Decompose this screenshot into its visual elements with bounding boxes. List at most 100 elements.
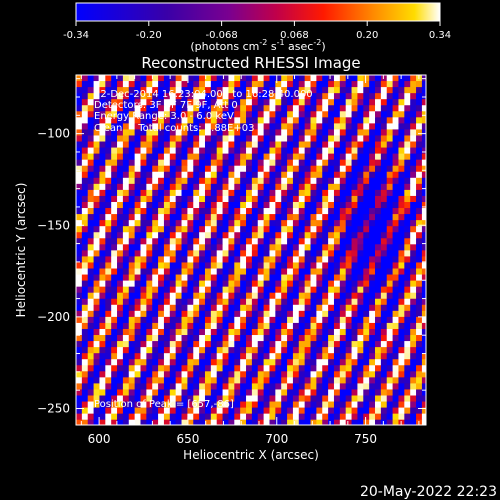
heatmap-cell [223,426,229,432]
heatmap-cell [380,165,388,173]
heatmap-cell [181,117,188,124]
heatmap-cell [76,226,83,233]
heatmap-cell [310,214,317,221]
heatmap-cell [345,250,352,257]
heatmap-cell [263,407,270,415]
heatmap-cell [392,371,399,378]
heatmap-cell [263,401,270,408]
heatmap-cell [398,81,405,88]
heatmap-cell [187,244,194,251]
heatmap-cell [333,238,341,245]
heatmap-cell [339,105,347,112]
colorbar-tick-label: -0.20 [136,30,162,41]
heatmap-cell [292,328,300,336]
heatmap-cell [240,365,247,372]
heatmap-cell [257,220,265,227]
heatmap-cell [416,165,423,173]
heatmap-cell [328,268,335,275]
heatmap-cell [363,371,370,378]
heatmap-cell [263,268,270,275]
heatmap-cell [416,280,423,288]
heatmap-cell [392,141,399,148]
heatmap-cell [76,335,83,342]
heatmap-cell [257,413,265,421]
heatmap-cell [210,171,218,179]
heatmap-cell [404,195,411,203]
heatmap-cell [158,195,165,203]
heatmap-cell [333,256,341,263]
heatmap-cell [169,201,177,209]
heatmap-cell [328,117,335,124]
heatmap-cell [204,347,212,354]
heatmap-cell [345,183,352,191]
heatmap-cell [240,214,247,221]
heatmap-cell [363,189,370,197]
heatmap-cell [246,99,253,106]
heatmap-cell [339,304,347,312]
heatmap-cell [410,274,417,281]
heatmap-cell [140,286,147,294]
heatmap-cell [322,419,329,425]
heatmap-cell [240,401,247,408]
heatmap-cell [111,117,118,124]
heatmap-cell [357,214,364,221]
heatmap-cell [99,153,106,161]
heatmap-cell [146,401,153,408]
heatmap-cell [93,171,100,179]
heatmap-cell [228,407,235,415]
heatmap-cell [416,316,423,324]
heatmap-cell [128,183,136,191]
heatmap-cell [263,123,270,130]
heatmap-cell [81,298,89,306]
heatmap-cell [386,99,393,106]
heatmap-cell [421,250,426,257]
heatmap-cell [328,250,335,257]
heatmap-cell [222,353,229,360]
heatmap-cell [81,407,89,415]
heatmap-cell [240,274,247,281]
heatmap-cell [222,99,229,106]
heatmap-cell [375,304,382,312]
heatmap-cell [128,395,136,402]
heatmap-cell [228,226,235,233]
heatmap-cell [398,135,405,142]
heatmap-cell [216,87,223,94]
heatmap-cell [93,153,100,161]
heatmap-cell [158,189,165,197]
heatmap-cell [122,335,130,342]
heatmap-cell [193,129,200,136]
heatmap-cell [328,189,335,197]
heatmap-cell [93,316,100,324]
heatmap-cell [222,165,229,173]
heatmap-cell [117,135,124,142]
heatmap-cell [87,419,94,425]
heatmap-cell [386,232,393,239]
heatmap-cell [99,395,106,402]
heatmap-cell [76,195,83,203]
heatmap-cell [240,413,247,421]
heatmap-cell [204,99,212,106]
heatmap-cell [234,183,241,191]
heatmap-cell [187,286,194,294]
heatmap-cell [251,377,259,384]
heatmap-cell [345,238,352,245]
heatmap-cell [275,304,282,312]
heatmap-cell [304,123,311,130]
heatmap-cell [339,280,347,288]
heatmap-cell [380,141,388,148]
heatmap-cell [204,141,212,148]
heatmap-cell [87,232,94,239]
heatmap-cell [122,316,130,324]
heatmap-cell [363,383,370,390]
heatmap-cell [117,316,124,324]
heatmap-cell [416,377,423,384]
heatmap-cell [240,371,247,378]
heatmap-cell [234,75,241,82]
heatmap-cell [169,177,177,185]
heatmap-cell [122,419,130,425]
heatmap-cell [410,286,417,294]
heatmap-cell [140,117,147,124]
heatmap-cell [246,341,253,348]
heatmap-cell [421,87,426,94]
heatmap-cell [375,328,382,336]
